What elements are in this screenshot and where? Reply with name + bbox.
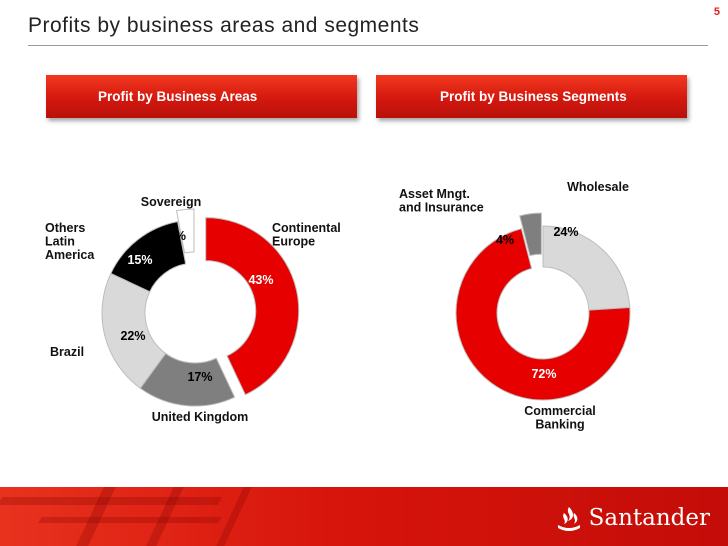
category-label-commercial-banking: Commercial Banking: [524, 404, 596, 432]
banner-business-segments-label: Profit by Business Segments: [440, 89, 627, 104]
value-label-commercial-banking: 72%: [531, 367, 556, 381]
category-label-continental-europe: Continental Europe: [272, 221, 341, 249]
slice-commercial-banking: [455, 228, 631, 401]
banner-business-areas-label: Profit by Business Areas: [98, 89, 258, 104]
value-label-united-kingdom: 17%: [187, 370, 212, 384]
category-label-wholesale: Wholesale: [567, 180, 629, 194]
brand-name: Santander: [588, 505, 710, 531]
flame-icon: [557, 507, 580, 531]
page-number: 5: [713, 6, 720, 18]
pie-chart-2: 24% 72% 4% Wholesale Commercial Banking Asset …: [399, 180, 631, 432]
value-label-others-latin-america: 15%: [127, 253, 152, 267]
slice-sovereign: [175, 208, 195, 254]
category-label-sovereign: Sovereign: [141, 195, 201, 209]
slice-others-latin-america: [110, 221, 187, 293]
value-label-asset-mngt-and-insurance: 4%: [496, 233, 514, 247]
page-title: Profits by business areas and segments: [28, 14, 420, 37]
value-label-sovereign: 3%: [168, 229, 186, 243]
category-label-others-latin-america: Others Latin America: [45, 221, 95, 262]
title-rule: [28, 45, 708, 46]
category-label-united-kingdom: United Kingdom: [152, 410, 249, 424]
slice-asset-mngt-and-insurance: [519, 212, 542, 257]
value-label-wholesale: 24%: [553, 225, 578, 239]
santander-logo: Santander: [555, 505, 710, 531]
value-label-continental-europe: 43%: [248, 273, 273, 287]
slice-continental-europe: [205, 217, 300, 396]
footer-band: [0, 487, 728, 546]
value-label-brazil: 22%: [120, 329, 145, 343]
banner-business-segments: Profit by Business Segments: [376, 75, 687, 118]
category-label-asset-mngt-and-insurance: Asset Mngt. and Insurance: [399, 187, 484, 215]
banner-business-areas: Profit by Business Areas: [46, 75, 357, 118]
category-label-brazil: Brazil: [50, 345, 84, 359]
pie-chart-1: 43% 17% 22% 15% 3% Continental Europe United Ki…: [45, 195, 341, 424]
